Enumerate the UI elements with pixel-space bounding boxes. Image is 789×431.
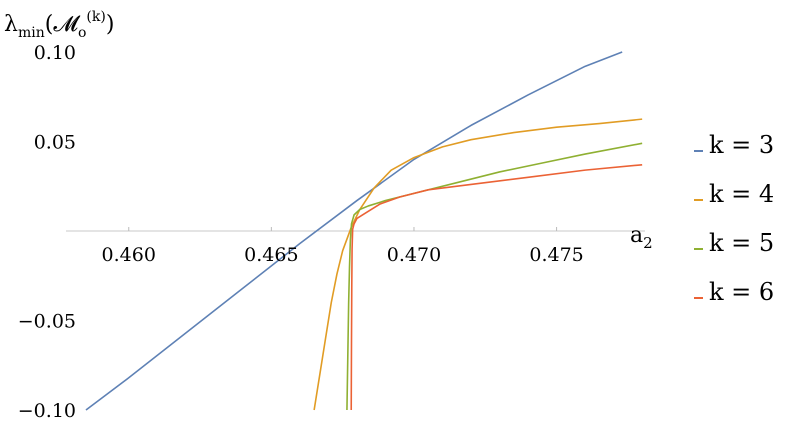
legend: k = 3 k = 4 k = 5 k = 6 (694, 131, 774, 306)
series-line-k3 (85, 51, 623, 411)
series-group (85, 51, 643, 411)
y-tick-label: −0.05 (18, 311, 76, 333)
ticks-group: 0.460 0.465 0.470 0.475 0.10 0.05 −0.05 −0.10 (18, 42, 584, 422)
series-line-k6 (350, 163, 643, 411)
legend-label: k = 5 (709, 229, 774, 257)
series-line-k4 (313, 118, 643, 411)
x-axis-label: a2 (630, 223, 653, 252)
series-line-k5 (346, 142, 643, 411)
legend-label: k = 4 (709, 180, 774, 208)
y-tick-label: −0.10 (18, 400, 76, 422)
y-axis-label: λmin(𝓜o(k)) (4, 9, 114, 41)
y-tick-label: 0.05 (34, 132, 76, 154)
x-tick-label: 0.470 (387, 244, 441, 266)
y-tick-label: 0.10 (34, 42, 76, 64)
legend-label: k = 3 (709, 131, 774, 159)
x-tick-label: 0.460 (102, 244, 156, 266)
x-tick-label: 0.475 (529, 244, 583, 266)
legend-label: k = 6 (709, 278, 774, 306)
x-tick-label: 0.465 (244, 244, 298, 266)
